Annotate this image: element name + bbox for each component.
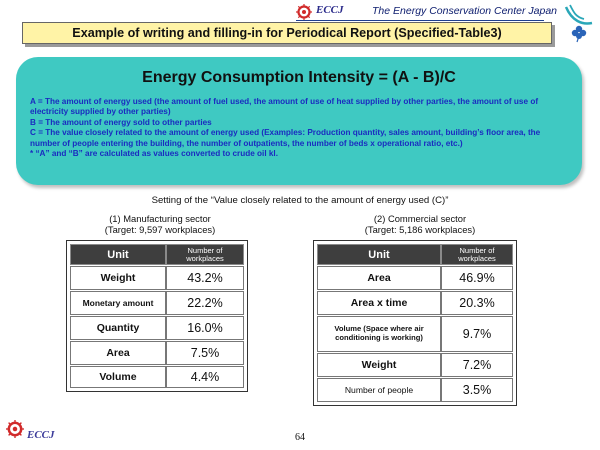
commercial-heading: (2) Commercial sector (373, 213, 467, 224)
commercial-table: Unit Number of workplaces Area 46.9% Are… (313, 240, 517, 406)
definition-c: C = The value closely related to the amo… (30, 128, 541, 148)
count-header: Number of workplaces (441, 244, 513, 265)
row-value: 20.3% (441, 291, 513, 315)
table-row: Quantity 16.0% (70, 316, 244, 340)
table-row: Area 7.5% (70, 341, 244, 365)
table-header-row: Unit Number of workplaces (70, 244, 244, 265)
setting-caption: Setting of the “Value closely related to… (151, 195, 449, 206)
definition-a: A = The amount of energy used (the amoun… (30, 97, 539, 117)
row-unit: Area (70, 341, 166, 365)
unit-header: Unit (70, 244, 166, 265)
table-row: Area 46.9% (317, 266, 513, 290)
clover-logo-icon (564, 4, 593, 43)
definition-note: * “A” and “B” are calculated as values c… (30, 149, 278, 159)
row-unit: Volume (Space where air conditioning is … (317, 316, 441, 352)
row-value: 7.5% (166, 341, 244, 365)
row-value: 16.0% (166, 316, 244, 340)
table-row: Volume (Space where air conditioning is … (317, 316, 513, 352)
row-value: 4.4% (166, 366, 244, 388)
count-header-line1: Number of (187, 246, 223, 255)
table-row: Weight 7.2% (317, 353, 513, 377)
row-unit: Area x time (317, 291, 441, 315)
unit-header: Unit (317, 244, 441, 265)
table-header-row: Unit Number of workplaces (317, 244, 513, 265)
row-unit: Area (317, 266, 441, 290)
formula-heading: Energy Consumption Intensity = (A - B)/C (142, 69, 456, 86)
page-number: 64 (295, 432, 305, 443)
footer-brand: ECCJ (27, 429, 55, 441)
manufacturing-heading: (1) Manufacturing sector (109, 213, 211, 224)
row-unit: Volume (70, 366, 166, 388)
table-row: Number of people 3.5% (317, 378, 513, 402)
count-header-line2: workplaces (186, 253, 224, 263)
manufacturing-table: Unit Number of workplaces Weight 43.2% M… (66, 240, 248, 392)
manufacturing-title: (1) Manufacturing sector (Target: 9,597 … (60, 213, 260, 235)
definition-b: B = The amount of energy sold to other p… (30, 117, 212, 127)
header-brand: ECCJ (316, 4, 344, 16)
page-title: Example of writing and filling-in for Pe… (22, 22, 552, 44)
manufacturing-target: (Target: 9,597 workplaces) (104, 224, 216, 235)
commercial-target: (Target: 5,186 workplaces) (364, 224, 476, 235)
count-header-line1: Number of (459, 246, 495, 255)
row-value: 22.2% (166, 291, 244, 315)
count-header: Number of workplaces (166, 244, 244, 265)
row-unit: Weight (70, 266, 166, 290)
intensity-definition-panel: Energy Consumption Intensity = (A - B)/C… (16, 57, 582, 185)
header-divider (296, 20, 544, 21)
row-unit: Quantity (70, 316, 166, 340)
row-unit: Number of people (317, 378, 441, 402)
row-value: 9.7% (441, 316, 513, 352)
row-value: 43.2% (166, 266, 244, 290)
row-unit: Monetary amount (70, 291, 166, 315)
definitions-list: A = The amount of energy used (the amoun… (30, 97, 570, 159)
header-organization: The Energy Conservation Center Japan (372, 5, 558, 17)
table-row: Volume 4.4% (70, 366, 244, 388)
eccj-logo-icon (296, 4, 312, 20)
count-header-line2: workplaces (458, 253, 496, 263)
row-value: 7.2% (441, 353, 513, 377)
table-row: Monetary amount 22.2% (70, 291, 244, 315)
row-value: 3.5% (441, 378, 513, 402)
table-row: Weight 43.2% (70, 266, 244, 290)
row-value: 46.9% (441, 266, 513, 290)
table-row: Area x time 20.3% (317, 291, 513, 315)
commercial-title: (2) Commercial sector (Target: 5,186 wor… (320, 213, 520, 235)
eccj-footer-logo-icon (6, 420, 24, 438)
row-unit: Weight (317, 353, 441, 377)
